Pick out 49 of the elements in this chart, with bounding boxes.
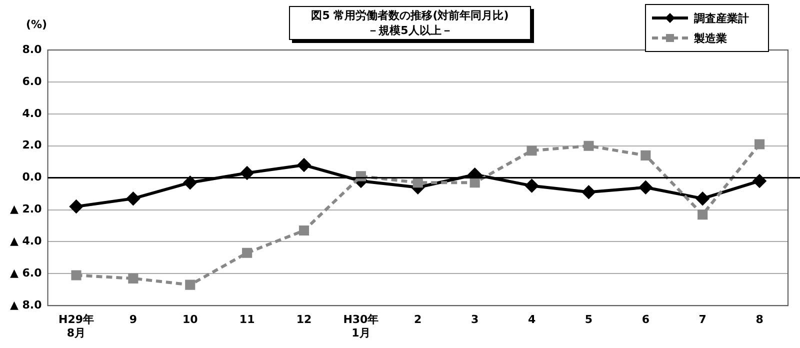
point [71, 270, 82, 280]
y-tick-label: ▲ 8.0 [10, 298, 42, 312]
x-tick-label: 3 [471, 313, 479, 326]
point [240, 166, 254, 180]
y-tick-label: 4.0 [22, 106, 42, 120]
point [639, 180, 652, 194]
y-tick-label: 2.0 [22, 138, 42, 152]
point [128, 273, 138, 284]
legend-label: 調査産業計 [694, 10, 749, 26]
point [698, 210, 708, 220]
point [185, 280, 196, 290]
point [184, 176, 197, 190]
x-tick-label: 5 [584, 313, 593, 326]
x-tick-label: 10 [182, 313, 198, 326]
point [526, 146, 537, 156]
point [582, 186, 596, 199]
y-tick-label: 0.0 [22, 170, 42, 184]
chart-title: 図5 常用労働者数の推移(対前年同月比) [310, 8, 510, 23]
y-tick-label: 8.0 [22, 42, 42, 56]
point [70, 200, 83, 214]
x-tick-label: 4 [528, 313, 536, 326]
point [584, 140, 594, 151]
x-tick-label: 7 [698, 313, 706, 326]
point [242, 248, 252, 258]
x-tick-label: H29年 8月 [58, 313, 94, 340]
x-tick-label: 2 [414, 313, 422, 326]
y-tick-label: 6.0 [22, 74, 42, 88]
legend-label: 製造業 [694, 30, 727, 46]
x-tick-label: 9 [129, 313, 138, 326]
point [126, 192, 140, 206]
y-tick-label: ▲ 2.0 [10, 202, 42, 216]
point [753, 174, 766, 188]
x-tick-label: 8 [756, 313, 764, 326]
point [754, 139, 765, 150]
y-tick-label: ▲ 6.0 [10, 266, 42, 280]
point [696, 192, 710, 206]
x-tick-label: 12 [296, 313, 312, 326]
point [298, 225, 310, 236]
x-tick-label: H30年 1月 [343, 313, 379, 340]
y-tick-label: ▲ 4.0 [10, 234, 42, 248]
y-axis-title: (%) [26, 18, 48, 31]
chart-subtitle: －規模5人以上－ [366, 23, 454, 38]
point [470, 178, 480, 188]
point [412, 178, 423, 188]
point [525, 179, 538, 192]
x-tick-label: 6 [642, 313, 650, 326]
point [640, 150, 651, 160]
x-tick-label: 11 [239, 313, 255, 326]
point [298, 158, 311, 172]
